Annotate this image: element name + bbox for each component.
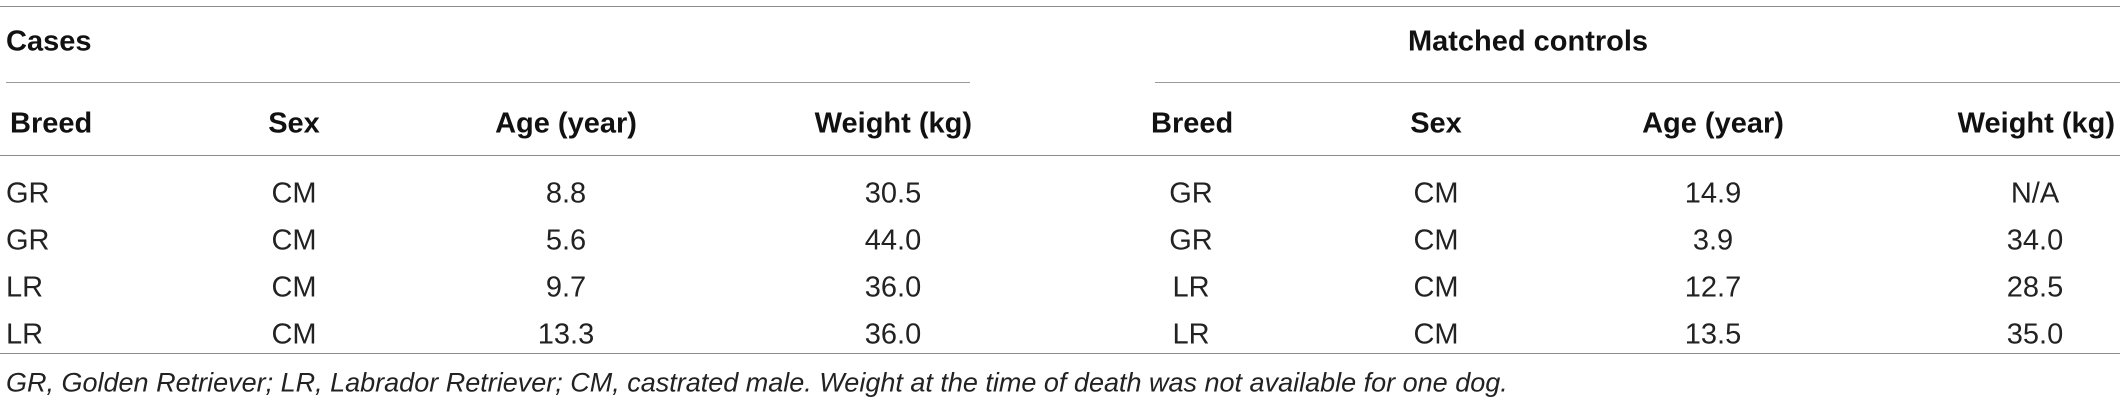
table-cell: LR bbox=[6, 318, 44, 351]
table-cell: LR bbox=[1172, 271, 1210, 304]
table-cell: GR bbox=[6, 224, 50, 257]
table-cell: LR bbox=[1172, 318, 1210, 351]
column-header-controls-breed: Breed bbox=[1151, 107, 1234, 140]
table-cell: CM bbox=[1413, 224, 1459, 257]
top-rule bbox=[0, 6, 2120, 7]
column-header-cases-sex: Sex bbox=[268, 107, 320, 140]
table-cell: 44.0 bbox=[864, 224, 922, 257]
table-cell: GR bbox=[1169, 224, 1213, 257]
cases-group-underline bbox=[6, 82, 970, 83]
table-cell: 28.5 bbox=[2006, 271, 2064, 304]
column-header-controls-sex: Sex bbox=[1410, 107, 1462, 140]
controls-group-underline bbox=[1155, 82, 2120, 83]
table-cell: CM bbox=[1413, 177, 1459, 210]
table-cell: 35.0 bbox=[2006, 318, 2064, 351]
cases-group-header: Cases bbox=[6, 25, 92, 58]
table-cell: CM bbox=[271, 271, 317, 304]
table-cell: 3.9 bbox=[1692, 224, 1734, 257]
table-cell: 34.0 bbox=[2006, 224, 2064, 257]
column-header-cases-weight: Weight (kg) bbox=[814, 107, 972, 140]
table-cell: CM bbox=[1413, 271, 1459, 304]
column-header-cases-breed: Breed bbox=[10, 107, 93, 140]
table-cell: 8.8 bbox=[545, 177, 587, 210]
controls-group-header: Matched controls bbox=[1407, 25, 1649, 58]
header-rule bbox=[0, 155, 2120, 156]
table-cell: CM bbox=[271, 224, 317, 257]
table-cell: 13.3 bbox=[537, 318, 595, 351]
table-cell: 5.6 bbox=[545, 224, 587, 257]
table-cell: GR bbox=[6, 177, 50, 210]
table-cell: 14.9 bbox=[1684, 177, 1742, 210]
table-cell: LR bbox=[6, 271, 44, 304]
table-cell: 36.0 bbox=[864, 271, 922, 304]
column-header-cases-age: Age (year) bbox=[495, 107, 637, 140]
table-cell: N/A bbox=[2010, 177, 2060, 210]
table-cell: 9.7 bbox=[545, 271, 587, 304]
table-cell: CM bbox=[271, 318, 317, 351]
bottom-rule bbox=[0, 353, 2120, 354]
table-footnote: GR, Golden Retriever; LR, Labrador Retri… bbox=[6, 367, 1508, 398]
table-cell: CM bbox=[271, 177, 317, 210]
table-cell: 12.7 bbox=[1684, 271, 1742, 304]
table-cell: 30.5 bbox=[864, 177, 922, 210]
table-cell: CM bbox=[1413, 318, 1459, 351]
table-cell: GR bbox=[1169, 177, 1213, 210]
table-cell: 13.5 bbox=[1684, 318, 1742, 351]
column-header-controls-age: Age (year) bbox=[1642, 107, 1784, 140]
column-header-controls-weight: Weight (kg) bbox=[1957, 107, 2115, 140]
table-cell: 36.0 bbox=[864, 318, 922, 351]
